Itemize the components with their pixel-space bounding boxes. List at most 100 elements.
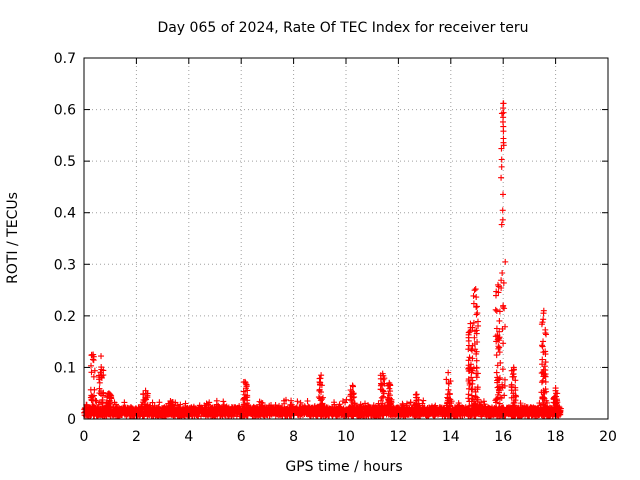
data-point — [478, 399, 485, 406]
data-point — [496, 317, 503, 324]
data-point — [500, 340, 507, 347]
data-point — [494, 281, 501, 288]
data-point — [465, 364, 472, 371]
data-point — [466, 354, 473, 361]
data-point — [90, 373, 97, 380]
data-point — [493, 352, 500, 359]
data-point — [240, 388, 247, 395]
data-point — [343, 396, 350, 403]
data-point — [474, 310, 481, 317]
data-point — [386, 392, 393, 399]
data-point — [496, 349, 503, 356]
data-point — [496, 328, 503, 335]
x-tick-label: 20 — [599, 429, 617, 445]
data-point — [492, 292, 499, 299]
data-point — [510, 400, 517, 407]
data-point — [379, 381, 386, 388]
data-point — [539, 369, 546, 376]
data-point — [473, 374, 480, 381]
data-point — [96, 390, 103, 397]
data-point — [90, 403, 97, 410]
data-point — [540, 373, 547, 380]
data-point — [539, 342, 546, 349]
data-point — [98, 353, 105, 360]
data-point — [495, 376, 502, 383]
data-point — [412, 404, 419, 411]
data-point — [144, 404, 151, 411]
data-point — [539, 343, 546, 350]
data-point — [297, 399, 304, 406]
data-point — [104, 390, 111, 397]
data-point — [144, 394, 151, 401]
data-point — [465, 342, 472, 349]
data-point — [542, 330, 549, 337]
grid — [84, 58, 608, 419]
data-point — [387, 400, 394, 407]
data-point — [90, 351, 97, 358]
data-point — [499, 384, 506, 391]
data-point — [243, 405, 250, 412]
data-point — [447, 396, 454, 403]
data-point — [557, 405, 564, 412]
data-point — [87, 394, 94, 401]
data-point — [497, 385, 504, 392]
data-point — [347, 387, 354, 394]
data-point — [473, 294, 480, 301]
x-axis-label: GPS time / hours — [285, 459, 402, 475]
data-point — [83, 401, 90, 408]
data-point — [469, 324, 476, 331]
data-point — [474, 318, 481, 325]
data-point — [380, 393, 387, 400]
data-points — [81, 100, 564, 420]
data-point — [317, 381, 324, 388]
data-point — [470, 300, 477, 307]
data-point — [512, 397, 519, 404]
data-point — [510, 373, 517, 380]
x-tick-label: 10 — [337, 429, 355, 445]
data-point — [404, 400, 410, 407]
data-point — [320, 404, 327, 411]
data-point — [259, 400, 266, 407]
data-point — [469, 355, 476, 362]
data-point — [473, 370, 480, 377]
data-point — [500, 279, 507, 286]
data-point — [445, 369, 452, 376]
y-tick-label: 0.5 — [54, 154, 76, 170]
data-point — [347, 393, 354, 400]
data-point — [539, 319, 546, 326]
data-point — [294, 398, 301, 405]
data-point — [414, 401, 421, 408]
data-point — [156, 399, 163, 406]
data-point — [206, 399, 213, 406]
data-point — [351, 400, 358, 407]
data-point — [445, 386, 452, 393]
data-point — [377, 405, 384, 412]
data-point — [539, 377, 546, 384]
x-tick-label: 12 — [389, 429, 407, 445]
data-point — [473, 311, 480, 318]
data-point — [282, 396, 289, 403]
data-point — [493, 307, 500, 314]
data-point — [542, 351, 549, 358]
y-tick-label: 0.3 — [54, 257, 76, 273]
data-point — [498, 277, 505, 284]
data-point — [493, 369, 500, 376]
data-point — [497, 359, 504, 366]
data-point — [349, 382, 356, 389]
data-point — [99, 396, 106, 403]
x-tick-label: 6 — [237, 429, 246, 445]
data-point — [88, 369, 95, 376]
data-point — [538, 379, 545, 386]
data-point — [473, 304, 480, 311]
y-axis-label: ROTI / TECUs — [5, 192, 21, 284]
data-point — [319, 394, 326, 401]
data-point — [445, 379, 452, 386]
data-point — [498, 174, 505, 181]
data-point — [493, 396, 500, 403]
data-point — [466, 381, 473, 388]
y-tick-label: 0.4 — [54, 206, 76, 222]
data-point — [498, 163, 505, 170]
data-point — [465, 385, 472, 392]
data-point — [473, 327, 480, 334]
data-point — [499, 269, 506, 276]
